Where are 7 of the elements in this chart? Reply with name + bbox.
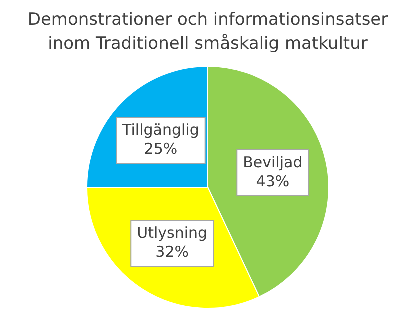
- slice-label: Utlysning: [137, 224, 208, 242]
- data-label: 43%: [256, 172, 290, 190]
- chart-title: Demonstrationer och informationsinsatser inom Traditionell småskalig matkultur: [26, 9, 390, 56]
- data-label: 25%: [144, 140, 178, 158]
- data-label: 32%: [156, 243, 190, 262]
- slice-label: Tillgänglig: [122, 120, 200, 139]
- slice-label: Beviljad: [243, 153, 303, 172]
